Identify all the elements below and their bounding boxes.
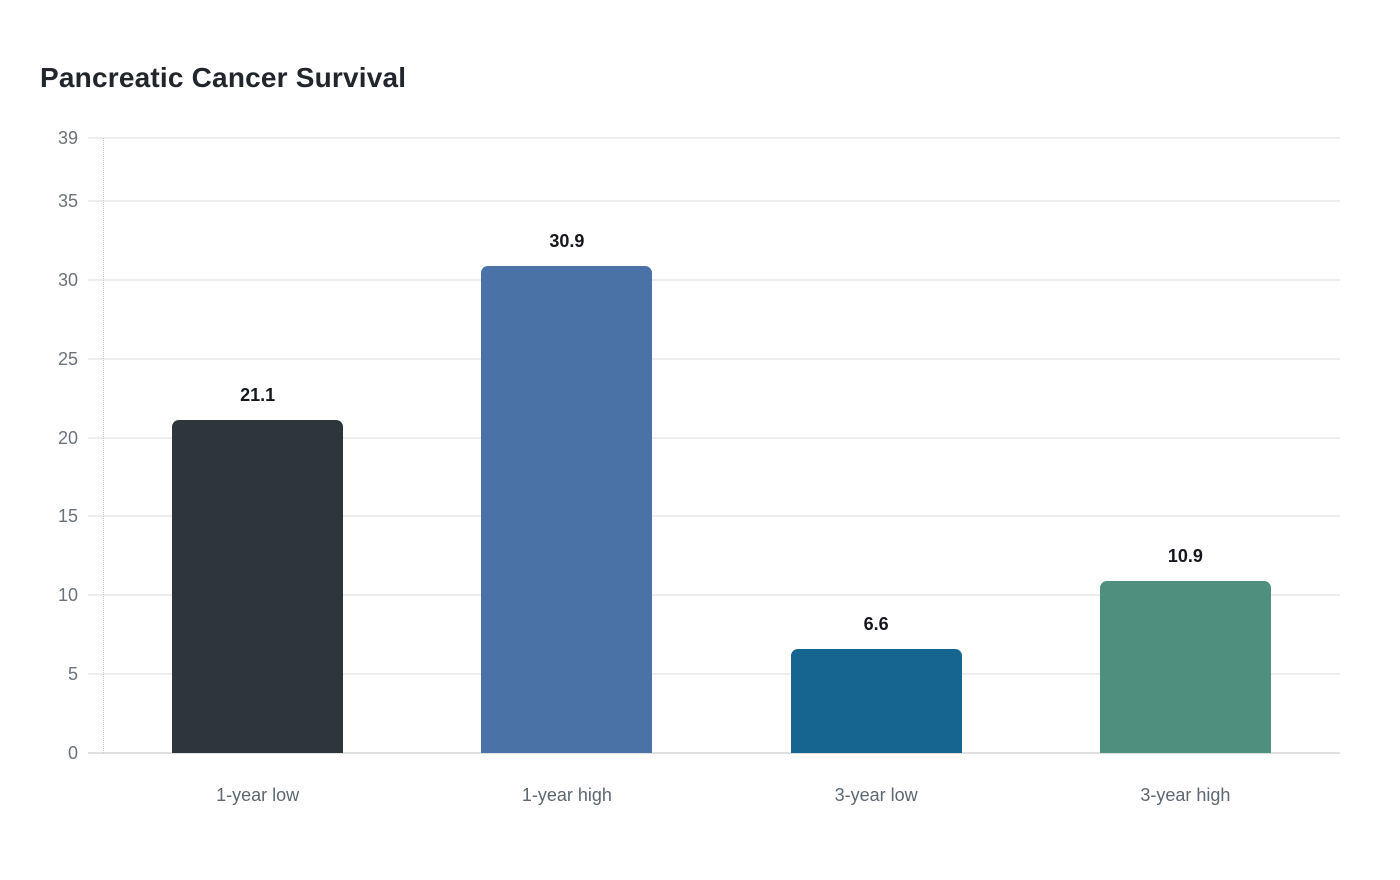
x-axis-label-3-year-low: 3-year low <box>834 785 918 805</box>
y-tick-label-5: 5 <box>67 664 78 685</box>
y-tick-label-10: 10 <box>57 585 78 606</box>
bar-3-year-high <box>1099 581 1271 753</box>
gridline-y35 <box>88 200 1340 203</box>
y-axis-line <box>103 138 104 753</box>
y-tick-label-0: 0 <box>67 743 78 763</box>
value-label-1-year-high: 30.9 <box>549 230 585 251</box>
gridline-y15 <box>88 515 1340 518</box>
x-axis-label-1-year-low: 1-year low <box>216 785 300 805</box>
y-tick-label-15: 15 <box>57 506 78 527</box>
value-label-1-year-low: 21.1 <box>240 385 276 406</box>
gridline-y25 <box>88 357 1340 360</box>
gridline-y20 <box>88 436 1340 439</box>
bar-3-year-low <box>790 648 962 753</box>
gridline-y10 <box>88 594 1340 597</box>
bar-1-year-low <box>172 420 344 753</box>
y-tick-label-35: 35 <box>57 191 78 212</box>
x-axis-label-1-year-high: 1-year high <box>521 785 612 805</box>
gridline-y39 <box>88 137 1340 139</box>
x-axis-label-3-year-high: 3-year high <box>1140 785 1231 805</box>
y-tick-label-25: 25 <box>57 348 78 369</box>
gridline-y0 <box>88 752 1340 754</box>
gridline-y30 <box>88 278 1340 281</box>
y-tick-label-39: 39 <box>57 128 78 148</box>
bar-1-year-high <box>481 265 653 753</box>
value-label-3-year-low: 6.6 <box>863 613 889 634</box>
y-tick-label-30: 30 <box>57 269 78 290</box>
y-tick-label-20: 20 <box>57 427 78 448</box>
value-label-3-year-high: 10.9 <box>1167 546 1203 567</box>
gridline-y5 <box>88 673 1340 676</box>
chart-title: Pancreatic Cancer Survival <box>40 62 407 93</box>
